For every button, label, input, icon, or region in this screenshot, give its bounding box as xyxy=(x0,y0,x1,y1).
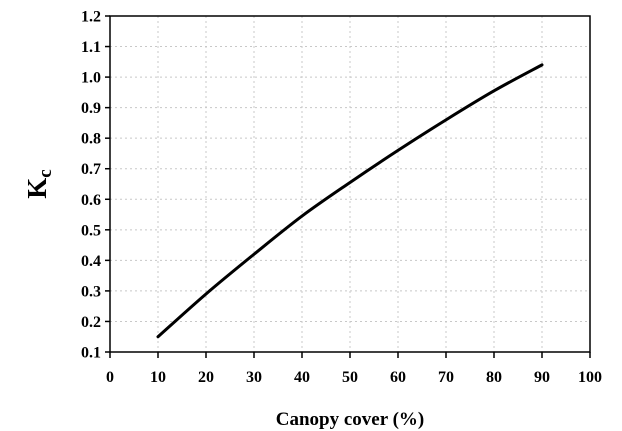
y-tick-label: 1.2 xyxy=(81,9,101,26)
y-tick-label: 0.3 xyxy=(81,283,101,300)
x-tick-label: 30 xyxy=(246,369,262,386)
axis-ticks xyxy=(105,15,591,358)
y-tick-label: 1.1 xyxy=(81,39,101,56)
x-tick-labels: 0 10 20 30 40 50 60 70 80 90 100 xyxy=(106,369,602,386)
x-tick-label: 10 xyxy=(150,369,166,386)
plot-area-frame xyxy=(109,15,591,353)
y-tick-label: 0.5 xyxy=(81,222,101,239)
x-tick-label: 60 xyxy=(390,369,406,386)
y-axis-title-subscript: c xyxy=(35,169,56,177)
y-tick-label: 1.0 xyxy=(81,70,101,87)
y-tick-label: 0.6 xyxy=(81,192,101,209)
y-axis-title-main: K xyxy=(22,178,52,199)
y-tick-labels: 0.1 0.2 0.3 0.4 0.5 0.6 0.7 0.8 0.9 1.0 1.1 1.2 xyxy=(81,9,101,362)
x-tick-label: 90 xyxy=(534,369,550,386)
x-tick-label: 0 xyxy=(106,369,114,386)
y-tick-label: 0.8 xyxy=(81,131,101,148)
x-tick-label: 50 xyxy=(342,369,358,386)
x-tick-label: 20 xyxy=(198,369,214,386)
y-tick-label: 0.2 xyxy=(81,314,101,331)
x-tick-label: 70 xyxy=(438,369,454,386)
y-tick-label: 0.9 xyxy=(81,100,101,117)
x-tick-label: 100 xyxy=(578,369,602,386)
y-axis-title: Kc xyxy=(22,169,56,198)
x-axis-title: Canopy cover (%) xyxy=(276,409,424,430)
y-tick-label: 0.4 xyxy=(81,253,101,270)
kc-curve-line xyxy=(156,63,544,339)
x-tick-label: 40 xyxy=(294,369,310,386)
x-tick-label: 80 xyxy=(486,369,502,386)
y-tick-label: 0.7 xyxy=(81,161,101,178)
gridlines xyxy=(110,16,590,352)
y-tick-label: 0.1 xyxy=(81,345,101,362)
